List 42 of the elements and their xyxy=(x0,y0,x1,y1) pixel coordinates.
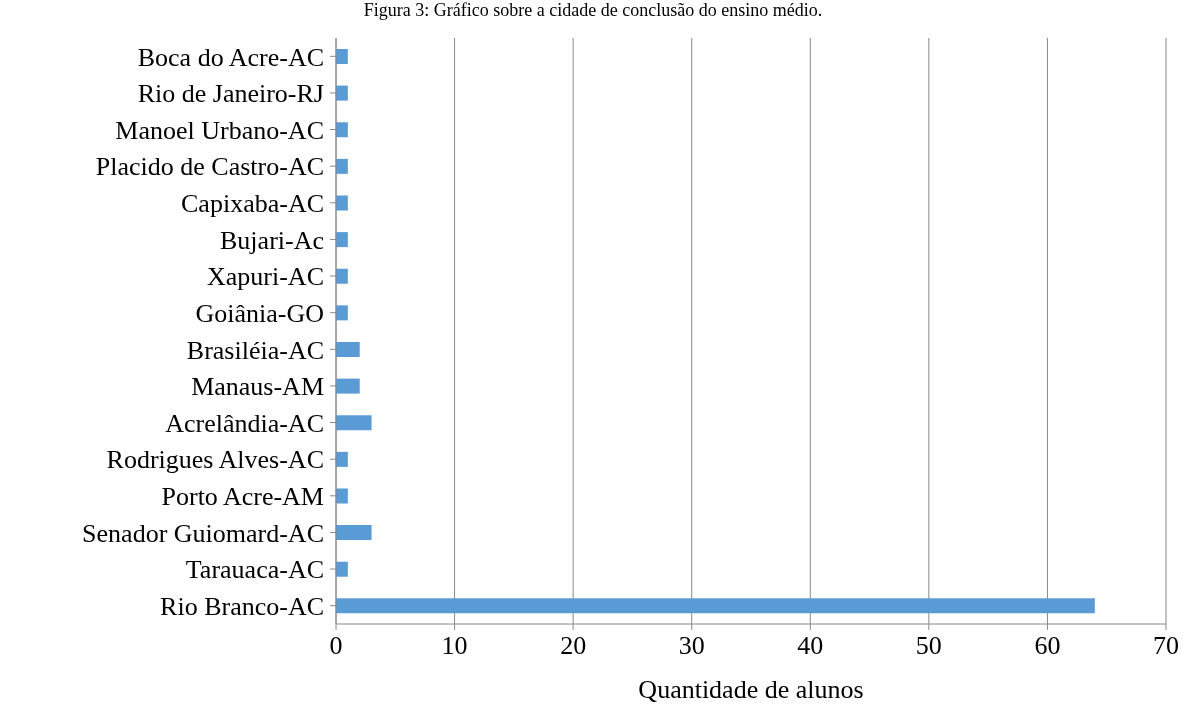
x-tick-label: 50 xyxy=(915,631,942,661)
bar xyxy=(336,561,348,577)
bar xyxy=(336,305,348,321)
y-tick-label: Placido de Castro-AC xyxy=(95,152,324,182)
bar xyxy=(336,268,348,284)
y-tick-label: Bujari-Ac xyxy=(220,225,324,255)
bar xyxy=(336,48,348,64)
y-tick-label: Xapuri-AC xyxy=(207,262,324,292)
bar xyxy=(336,195,348,211)
bar xyxy=(336,122,348,138)
y-tick-label: Manaus-AM xyxy=(191,372,324,402)
bar xyxy=(336,378,360,394)
y-tick-label: Manoel Urbano-AC xyxy=(115,115,324,145)
y-tick-label: Brasiléia-AC xyxy=(186,335,324,365)
bar xyxy=(336,415,372,431)
y-tick-label: Porto Acre-AM xyxy=(161,482,324,512)
chart-title: Figura 3: Gráfico sobre a cidade de conclusão do ensino médio. xyxy=(362,0,824,21)
y-tick-label: Acrelândia-AC xyxy=(165,408,324,438)
x-tick-label: 30 xyxy=(678,631,705,661)
x-tick-label: 10 xyxy=(441,631,468,661)
bar xyxy=(336,341,360,357)
x-tick-label: 40 xyxy=(797,631,824,661)
bar xyxy=(336,232,348,248)
y-tick-label: Capixaba-AC xyxy=(181,189,324,219)
bar xyxy=(336,525,372,541)
bar xyxy=(336,598,1095,614)
x-tick-label: 0 xyxy=(329,631,343,661)
bar xyxy=(336,488,348,504)
x-tick-label: 60 xyxy=(1034,631,1061,661)
x-axis-title: Quantidade de alunos xyxy=(638,675,864,704)
y-tick-label: Rio Branco-AC xyxy=(160,591,324,621)
bar xyxy=(336,85,348,101)
y-tick-label: Boca do Acre-AC xyxy=(137,42,324,72)
x-tick-label: 20 xyxy=(560,631,587,661)
y-tick-label: Senador Guiomard-AC xyxy=(82,518,324,548)
y-tick-label: Tarauaca-AC xyxy=(185,555,324,585)
y-tick-label: Rodrigues Alves-AC xyxy=(106,445,324,475)
bar xyxy=(336,451,348,467)
bar xyxy=(336,158,348,174)
x-tick-label: 70 xyxy=(1153,631,1179,661)
y-tick-label: Rio de Janeiro-RJ xyxy=(137,79,324,109)
y-tick-label: Goiânia-GO xyxy=(195,298,324,328)
